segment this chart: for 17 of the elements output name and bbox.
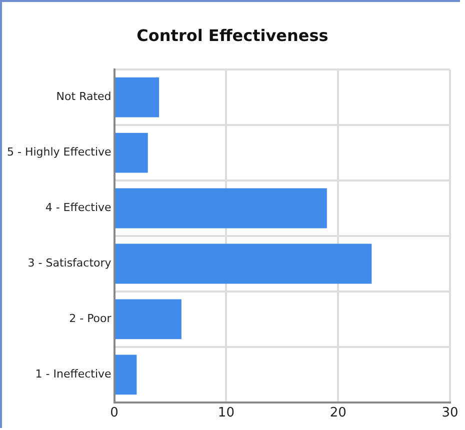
bar [115,354,137,395]
y-tick-label: 3 - Satisfactory [28,256,112,270]
bar [115,244,372,284]
bar [115,132,148,173]
y-tick-label: Not Rated [56,90,112,104]
y-tick-label: 2 - Poor [69,312,112,326]
bar [115,188,327,228]
x-tick-label: 0 [110,406,118,421]
chart-title: Control Effectiveness [136,26,330,45]
y-tick-label: 4 - Effective [45,201,112,214]
y-tick-label: 5 - Highly Effective [7,146,112,159]
y-tick-label: 1 - Ineffective [35,368,112,381]
x-tick-label: 10 [218,406,234,421]
x-tick-label: 20 [330,406,346,421]
bar [115,299,182,340]
bar [115,77,160,118]
x-tick-label: 30 [442,406,458,421]
